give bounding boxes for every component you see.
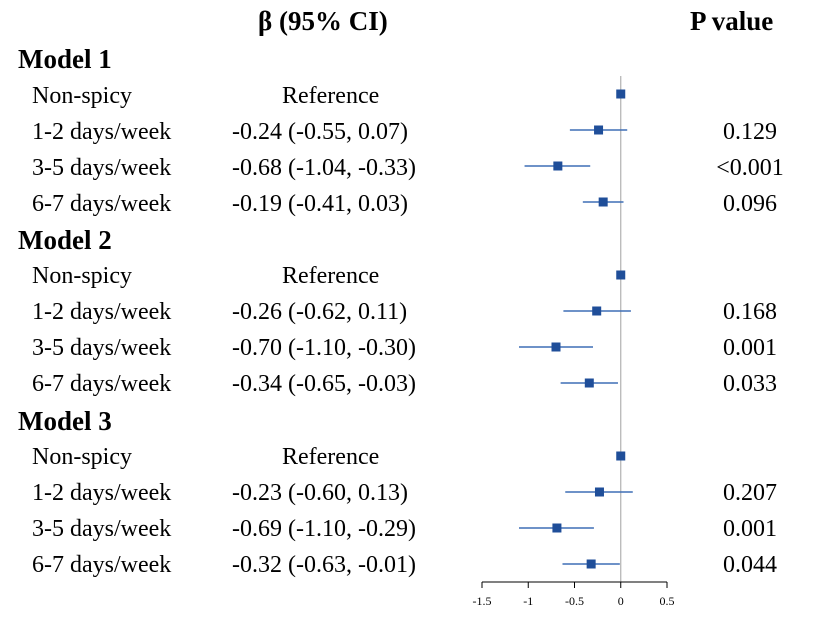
point-marker bbox=[586, 559, 596, 569]
point-marker bbox=[616, 451, 626, 461]
estimate-text: -0.70 (-1.10, -0.30) bbox=[232, 335, 416, 361]
category-label: 6-7 days/week bbox=[32, 371, 172, 397]
category-label: Non-spicy bbox=[32, 263, 132, 289]
estimate-text: Reference bbox=[282, 83, 380, 109]
p-value-column-header: P value bbox=[690, 6, 774, 36]
category-label: 1-2 days/week bbox=[32, 480, 172, 506]
estimate-text: -0.26 (-0.62, 0.11) bbox=[232, 299, 408, 325]
estimate-text: -0.24 (-0.55, 0.07) bbox=[232, 119, 408, 145]
category-label: 3-5 days/week bbox=[32, 516, 172, 542]
category-label: 1-2 days/week bbox=[32, 299, 172, 325]
model-3-heading: Model 3 bbox=[18, 406, 112, 436]
x-axis-tick-label: 0.5 bbox=[660, 594, 675, 608]
point-marker bbox=[616, 270, 626, 280]
point-marker bbox=[553, 161, 563, 171]
point-marker bbox=[616, 89, 626, 99]
p-value-text: 0.168 bbox=[723, 299, 777, 325]
category-label: 6-7 days/week bbox=[32, 191, 172, 217]
estimate-text: Reference bbox=[282, 444, 380, 470]
estimate-text: -0.69 (-1.10, -0.29) bbox=[232, 516, 416, 542]
p-value-text: 0.001 bbox=[723, 335, 777, 361]
p-value-text: 0.044 bbox=[723, 552, 777, 578]
p-value-text: <0.001 bbox=[716, 155, 784, 181]
category-label: Non-spicy bbox=[32, 444, 132, 470]
estimate-text: -0.23 (-0.60, 0.13) bbox=[232, 480, 408, 506]
point-marker bbox=[552, 523, 562, 533]
estimate-text: -0.32 (-0.63, -0.01) bbox=[232, 552, 416, 578]
category-label: Non-spicy bbox=[32, 83, 132, 109]
category-label: 3-5 days/week bbox=[32, 335, 172, 361]
x-axis-tick-label: -1.5 bbox=[473, 594, 492, 608]
model-1-heading: Model 1 bbox=[18, 44, 112, 74]
p-value-text: 0.129 bbox=[723, 119, 777, 145]
point-marker bbox=[598, 197, 608, 207]
x-axis-tick-label: -0.5 bbox=[565, 594, 584, 608]
p-value-text: 0.096 bbox=[723, 191, 777, 217]
point-marker bbox=[592, 306, 602, 316]
x-axis-tick-label: 0 bbox=[618, 594, 624, 608]
beta-column-header: β (95% CI) bbox=[258, 6, 388, 36]
model-2-heading: Model 2 bbox=[18, 225, 112, 255]
estimate-text: -0.34 (-0.65, -0.03) bbox=[232, 371, 416, 397]
category-label: 1-2 days/week bbox=[32, 119, 172, 145]
p-value-text: 0.001 bbox=[723, 516, 777, 542]
point-marker bbox=[594, 125, 604, 135]
estimate-text: -0.19 (-0.41, 0.03) bbox=[232, 191, 408, 217]
category-label: 6-7 days/week bbox=[32, 552, 172, 578]
point-marker bbox=[594, 487, 604, 497]
p-value-text: 0.033 bbox=[723, 371, 777, 397]
estimate-text: Reference bbox=[282, 263, 380, 289]
point-marker bbox=[584, 378, 594, 388]
category-label: 3-5 days/week bbox=[32, 155, 172, 181]
x-axis-tick-label: -1 bbox=[523, 594, 533, 608]
p-value-text: 0.207 bbox=[723, 480, 777, 506]
point-marker bbox=[551, 342, 561, 352]
estimate-text: -0.68 (-1.04, -0.33) bbox=[232, 155, 416, 181]
